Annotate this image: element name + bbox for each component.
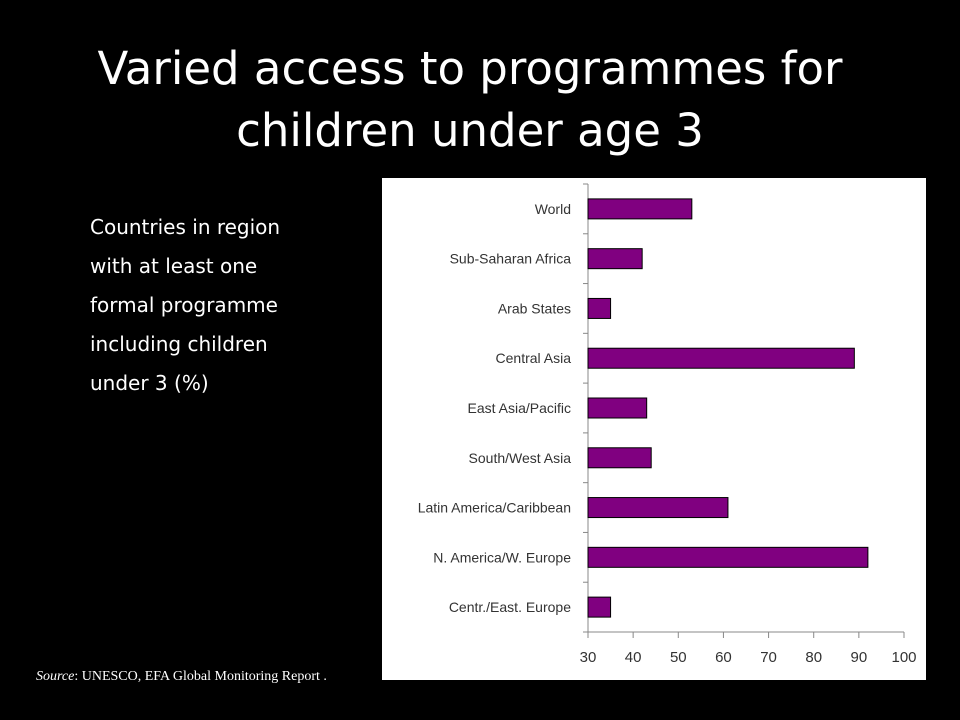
title-line-1: Varied access to programmes for	[97, 42, 843, 95]
category-label: Latin America/Caribbean	[418, 500, 571, 516]
bar	[587, 546, 869, 568]
x-tick-label: 50	[670, 649, 687, 666]
category-label: South/West Asia	[469, 450, 572, 466]
bar	[587, 297, 612, 319]
x-tick-label: 30	[580, 649, 597, 666]
description-line: with at least one	[90, 254, 258, 278]
x-tick-label: 40	[625, 649, 642, 666]
bar	[587, 198, 693, 220]
category-label: Sub-Saharan Africa	[450, 251, 572, 267]
bar	[587, 347, 855, 369]
bar	[587, 397, 648, 419]
bar	[587, 596, 612, 618]
title-line-2: children under age 3	[236, 104, 704, 157]
description-line: under 3 (%)	[90, 371, 209, 395]
x-tick-label: 70	[760, 649, 777, 666]
x-tick-label: 100	[891, 649, 916, 666]
description-line: Countries in region	[90, 215, 281, 239]
chart-panel: World Sub-Saharan Africa Arab States Centra…	[382, 178, 926, 680]
category-label: Central Asia	[496, 350, 572, 366]
source-note: Source: UNESCO, EFA Global Monitoring Re…	[36, 669, 327, 685]
bar-chart: World Sub-Saharan Africa Arab States Centra…	[418, 183, 917, 666]
chart-description: Countries in region with at least one fo…	[90, 208, 350, 403]
x-tick-label: 90	[851, 649, 868, 666]
source-text: : UNESCO, EFA Global Monitoring Report .	[74, 669, 327, 684]
category-label: N. America/W. Europe	[433, 549, 571, 565]
slide-title: Varied access to programmes for children…	[0, 38, 940, 162]
category-label: Arab States	[498, 300, 571, 316]
bar	[587, 248, 643, 270]
category-label: World	[535, 201, 571, 217]
category-label: East Asia/Pacific	[468, 400, 572, 416]
bar	[587, 497, 729, 519]
description-line: including children	[90, 332, 268, 356]
bar	[587, 447, 652, 469]
source-label: Source	[36, 669, 75, 684]
category-label: Centr./East. Europe	[449, 599, 571, 615]
description-line: formal programme	[90, 293, 278, 317]
x-tick-label: 80	[805, 649, 822, 666]
x-tick-label: 60	[715, 649, 732, 666]
